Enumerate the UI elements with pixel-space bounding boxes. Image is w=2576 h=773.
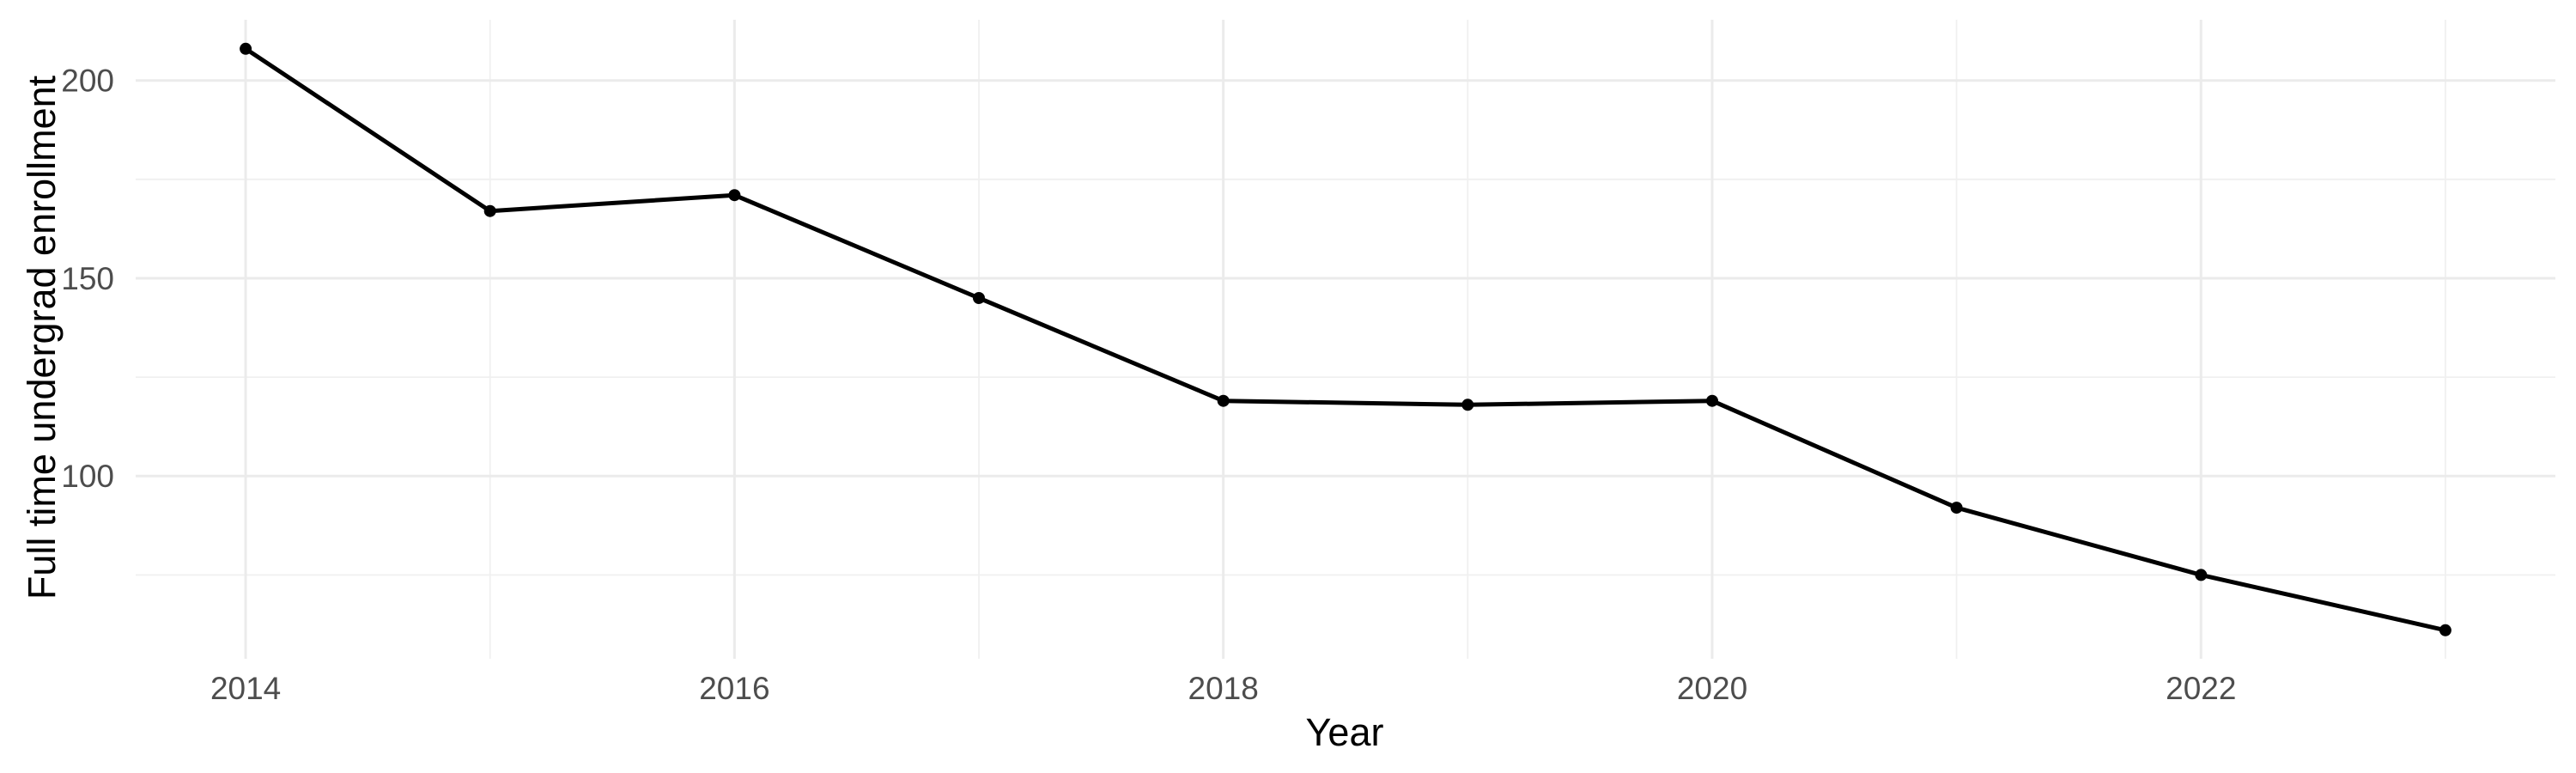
data-point: [1461, 399, 1474, 411]
x-tick-label: 2020: [1677, 671, 1747, 706]
enrollment-series-line: [243, 46, 2448, 633]
gridlines-major: [136, 20, 2555, 659]
data-point: [728, 189, 741, 202]
y-tick-label: 200: [61, 64, 114, 99]
x-tick-label: 2018: [1188, 671, 1259, 706]
data-point: [483, 204, 496, 217]
data-point: [2439, 624, 2451, 636]
data-point: [1217, 394, 1230, 407]
data-point: [2195, 569, 2208, 581]
y-axis-title: Full time undergrad enrollment: [20, 75, 64, 600]
data-point: [240, 42, 252, 55]
y-axis-tick-labels: 100 150 200: [61, 64, 114, 495]
x-tick-label: 2016: [699, 671, 769, 706]
x-tick-label: 2022: [2166, 671, 2236, 706]
x-axis-title: Year: [1306, 710, 1384, 754]
x-tick-label: 2014: [210, 671, 281, 706]
enrollment-data-points: [240, 42, 2451, 636]
gridlines-minor: [136, 20, 2555, 659]
y-tick-label: 150: [61, 261, 114, 296]
data-point: [973, 292, 985, 304]
y-tick-label: 100: [61, 459, 114, 494]
data-point: [1706, 394, 1718, 407]
x-axis-tick-labels: 2014 2016 2018 2020 2022: [210, 671, 2237, 706]
data-point: [1950, 502, 1963, 514]
